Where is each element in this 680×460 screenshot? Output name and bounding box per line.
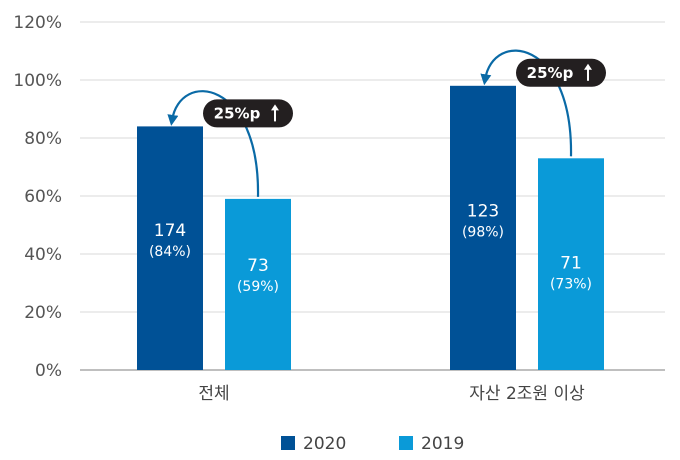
legend-label: 2019: [421, 434, 464, 454]
y-tick-label: 80%: [24, 129, 62, 149]
change-badge-label: 25%p: [214, 104, 261, 122]
bar-value-label: 71: [560, 253, 582, 273]
up-arrow-icon-head: [271, 104, 279, 111]
legend-label: 2020: [303, 434, 346, 454]
bar-value-label: 73: [247, 256, 269, 276]
legend-swatch: [281, 436, 295, 450]
category-label: 전체: [198, 384, 229, 404]
category-label: 자산 2조원 이상: [469, 384, 585, 404]
bar-percent-label: (98%): [462, 225, 504, 241]
y-tick-label: 60%: [24, 187, 62, 207]
y-tick-label: 20%: [24, 303, 62, 323]
bar-percent-label: (73%): [550, 276, 592, 292]
bar-percent-label: (59%): [237, 279, 279, 295]
bar: [225, 198, 291, 370]
legend-swatch: [399, 436, 413, 450]
bar: [538, 158, 604, 370]
y-tick-label: 120%: [13, 13, 62, 33]
change-arrow: [167, 90, 260, 197]
y-tick-label: 40%: [24, 245, 62, 265]
bar: [450, 85, 516, 371]
change-arrow: [480, 49, 573, 157]
y-tick-label: 100%: [13, 71, 62, 91]
up-arrow-icon-head: [584, 63, 592, 70]
y-axis-ticks: 0% 20% 40% 60% 80% 100% 120%: [13, 13, 62, 381]
change-arrows: 25%p 25%p: [167, 49, 606, 197]
legend: 2020 2019: [281, 434, 464, 454]
bars: 174 (84%) 73 (59%) 123 (98%) 71 (73%): [137, 85, 604, 371]
bar: [137, 126, 203, 371]
bar-percent-label: (84%): [149, 244, 191, 260]
change-badge-label: 25%p: [527, 64, 574, 82]
bar-value-label: 174: [154, 221, 186, 241]
bar-value-label: 123: [467, 202, 499, 222]
change-badge: [516, 58, 606, 87]
y-tick-label: 0%: [35, 361, 62, 381]
x-axis-categories: 전체 자산 2조원 이상: [198, 384, 585, 404]
change-badge: [203, 99, 293, 128]
